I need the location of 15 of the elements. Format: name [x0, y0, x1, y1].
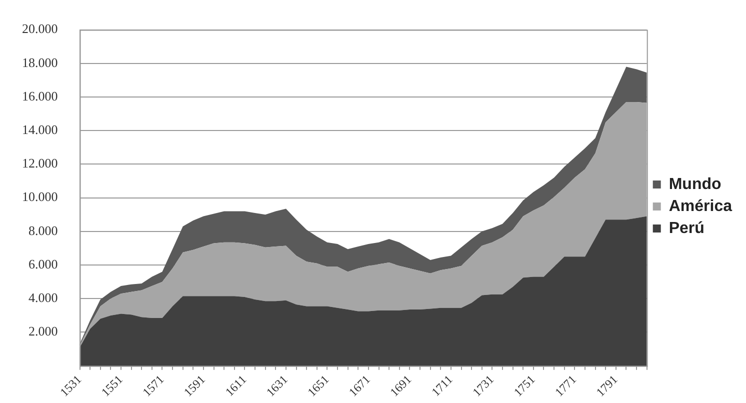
y-tick-label: 2.000: [28, 324, 58, 339]
legend-label: Perú: [668, 220, 704, 237]
y-tick-label: 14.000: [22, 122, 58, 138]
legend-label: Mundo: [668, 176, 722, 193]
y-tick-label: 8.000: [28, 222, 58, 238]
y-tick-label: 12.000: [22, 156, 58, 171]
y-tick-label: 4.000: [28, 290, 58, 306]
y-tick-label: 10.000: [22, 189, 58, 204]
y-tick-label: 6.000: [28, 256, 58, 272]
y-tick-label: 18.000: [22, 54, 58, 70]
x-tick-label: 1611: [222, 372, 250, 399]
y-tick-label: 16.000: [22, 88, 58, 104]
y-tick-label: 20.000: [22, 21, 58, 36]
legend-label: América: [668, 198, 732, 215]
x-tick-label: 1711: [428, 372, 456, 399]
